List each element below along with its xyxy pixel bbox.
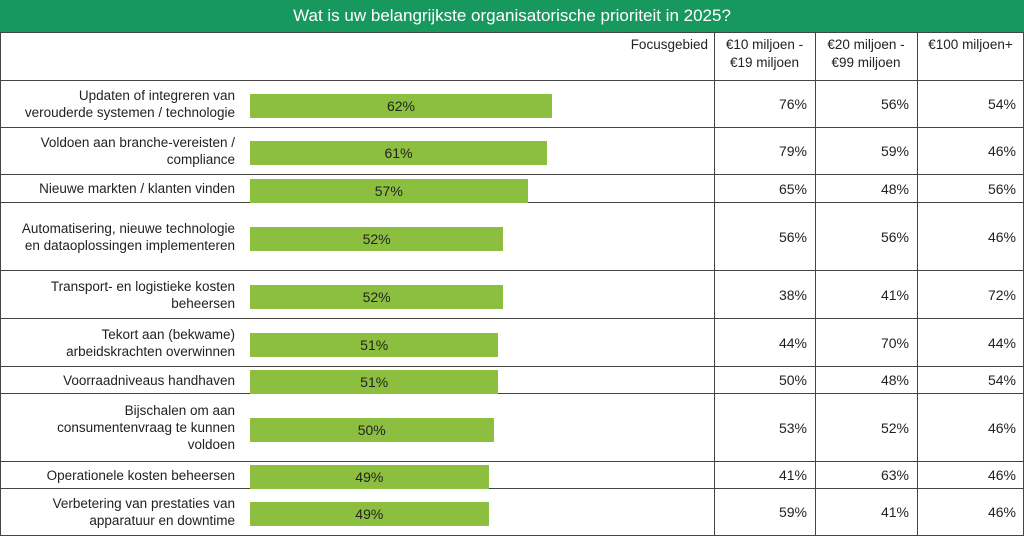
row-border bbox=[0, 488, 1024, 489]
column-header: €20 miljoen - €99 miljoen bbox=[827, 37, 905, 70]
cell-value: 46% bbox=[987, 419, 1016, 436]
row-border bbox=[0, 393, 1024, 394]
cell-value: 63% bbox=[880, 467, 909, 483]
border bbox=[0, 32, 1024, 33]
row-label: Operationele kosten beheersen bbox=[46, 467, 235, 483]
row-label: Nieuwe markten / klanten vinden bbox=[39, 181, 235, 196]
column-border bbox=[815, 32, 816, 535]
row-label: Transport- en logistieke kosten beheerse… bbox=[50, 278, 235, 311]
title: Wat is uw belangrijkste organisatorische… bbox=[0, 0, 1024, 32]
bar-label: 61% bbox=[384, 145, 413, 161]
cell-value: 38% bbox=[778, 286, 807, 303]
cell-value: 72% bbox=[987, 286, 1016, 303]
row-border bbox=[0, 270, 1024, 271]
bar-label: 52% bbox=[362, 230, 391, 247]
cell-value: 44% bbox=[778, 334, 807, 351]
cell-value: 53% bbox=[778, 419, 807, 436]
bar-label: 51% bbox=[360, 374, 389, 390]
cell-value: 41% bbox=[880, 286, 909, 303]
cell-value: 41% bbox=[880, 504, 909, 520]
row-label: Automatisering, nieuwe technologie en da… bbox=[21, 220, 235, 253]
bar-label: 49% bbox=[355, 506, 384, 522]
row-border bbox=[0, 127, 1024, 128]
column-border bbox=[714, 32, 715, 535]
cell-value: 50% bbox=[778, 372, 807, 388]
cell-value: 56% bbox=[778, 228, 807, 245]
bar-label: 57% bbox=[374, 182, 403, 199]
bar bbox=[250, 417, 494, 442]
bar bbox=[250, 226, 504, 251]
cell-value: 54% bbox=[987, 96, 1016, 112]
row-label: Bijschalen om aan consumentenvraag te ku… bbox=[57, 403, 235, 452]
cell-value: 56% bbox=[880, 228, 909, 245]
bar bbox=[250, 332, 499, 357]
row-label: Tekort aan (bekwame) arbeidskrachten ove… bbox=[66, 326, 235, 359]
bar-label: 50% bbox=[357, 421, 386, 438]
cell-value: 56% bbox=[880, 96, 909, 112]
cell-value: 56% bbox=[987, 180, 1016, 197]
bar bbox=[250, 502, 489, 526]
row-label: Voldoen aan branche-vereisten / complian… bbox=[40, 135, 235, 167]
border bbox=[0, 32, 1, 535]
column-header: €100 miljoen+ bbox=[928, 37, 1013, 52]
bar bbox=[250, 94, 552, 118]
bar-label: 49% bbox=[355, 469, 384, 485]
row-border bbox=[0, 202, 1024, 203]
cell-value: 76% bbox=[778, 96, 807, 112]
column-border bbox=[917, 32, 918, 535]
bar-label: 62% bbox=[386, 98, 415, 114]
row-label: Updaten of integreren van verouderde sys… bbox=[24, 88, 235, 120]
row-border bbox=[0, 174, 1024, 175]
cell-value: 59% bbox=[880, 143, 909, 159]
bar bbox=[250, 284, 504, 309]
cell-value: 54% bbox=[987, 372, 1016, 388]
cell-value: 46% bbox=[987, 143, 1016, 159]
row-border bbox=[0, 80, 1024, 81]
bar bbox=[250, 465, 489, 489]
cell-value: 48% bbox=[880, 180, 909, 197]
bar bbox=[250, 370, 499, 394]
bar bbox=[250, 178, 528, 203]
cell-value: 46% bbox=[987, 228, 1016, 245]
bar-label: 52% bbox=[362, 288, 391, 305]
row-label: Verbetering van prestaties van apparatuu… bbox=[52, 496, 235, 528]
cell-value: 59% bbox=[778, 504, 807, 520]
column-header: €10 miljoen - €19 miljoen bbox=[725, 37, 804, 70]
cell-value: 79% bbox=[778, 143, 807, 159]
cell-value: 41% bbox=[778, 467, 807, 483]
cell-value: 52% bbox=[880, 419, 909, 436]
row-border bbox=[0, 461, 1024, 462]
row-label: Voorraadniveaus handhaven bbox=[63, 372, 235, 388]
cell-value: 44% bbox=[987, 334, 1016, 351]
cell-value: 46% bbox=[987, 467, 1016, 483]
row-border bbox=[0, 366, 1024, 367]
cell-value: 48% bbox=[880, 372, 909, 388]
column-header: Focusgebied bbox=[630, 37, 708, 52]
bar bbox=[250, 141, 548, 165]
row-border bbox=[0, 318, 1024, 319]
bar-label: 51% bbox=[360, 336, 389, 353]
cell-value: 65% bbox=[778, 180, 807, 197]
cell-value: 70% bbox=[880, 334, 909, 351]
cell-value: 46% bbox=[987, 504, 1016, 520]
